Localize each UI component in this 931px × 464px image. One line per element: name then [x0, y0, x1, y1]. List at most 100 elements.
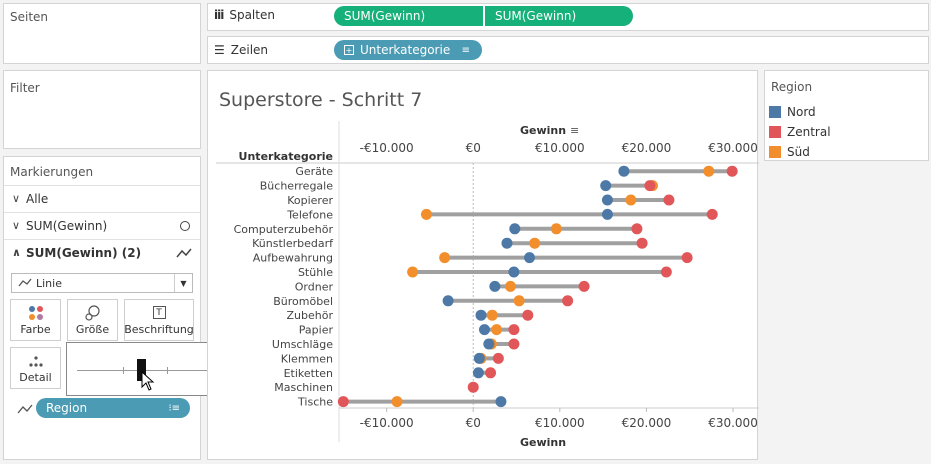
- marks-sum1-row[interactable]: ∨ SUM(Gewinn): [4, 212, 200, 238]
- legend-swatch: [769, 106, 781, 118]
- region-detail-pill[interactable]: Region ⁝≡: [36, 398, 190, 418]
- view-panel: Superstore - Schritt 7 Unterkategorie Ge…: [207, 70, 759, 460]
- category-label: Geräte: [295, 165, 333, 178]
- data-point-nord: [601, 208, 613, 220]
- category-label: Stühle: [298, 266, 333, 279]
- data-point-nord: [508, 266, 520, 278]
- rows-pill[interactable]: + Unterkategorie ≡: [334, 40, 482, 60]
- size-icon: [84, 305, 100, 321]
- data-point-süd: [513, 295, 525, 307]
- size-button[interactable]: Größe: [67, 299, 118, 341]
- x-axis-title-top: Gewinn: [520, 124, 566, 137]
- data-point-süd: [625, 194, 637, 206]
- data-point-süd: [486, 309, 498, 321]
- data-point-nord: [495, 396, 507, 408]
- row-header: Unterkategorie: [239, 150, 333, 163]
- x-tick-label-top: -€10.000: [360, 141, 414, 155]
- size-slider-track[interactable]: [77, 370, 255, 371]
- category-label: Umschläge: [272, 338, 333, 351]
- data-point-zentral: [522, 309, 534, 321]
- marks-sum2-row[interactable]: ∧ SUM(Gewinn) (2): [4, 239, 200, 265]
- legend-item-nord[interactable]: Nord: [769, 103, 816, 121]
- rows-icon: ☰: [214, 43, 225, 57]
- rows-shelf[interactable]: ☰ Zeilen: [207, 36, 929, 64]
- pages-panel[interactable]: Seiten: [3, 3, 201, 64]
- x-tick-label-top: €10.000: [535, 141, 585, 155]
- chevron-down-icon: ∨: [12, 192, 21, 205]
- marks-title: Markierungen: [10, 165, 94, 179]
- data-point-zentral: [492, 352, 504, 364]
- data-point-süd: [504, 280, 516, 292]
- slider-tick: [123, 367, 124, 374]
- mark-type-dropdown[interactable]: Linie ▼: [11, 273, 193, 293]
- marks-sum1-label: SUM(Gewinn): [26, 218, 108, 233]
- legend-swatch: [769, 146, 781, 158]
- x-tick-label-bottom: €30.000: [708, 416, 758, 430]
- category-label: Büromöbel: [273, 295, 333, 308]
- data-point-zentral: [681, 252, 693, 264]
- columns-pill-1[interactable]: SUM(Gewinn): [334, 6, 483, 26]
- marks-all-row[interactable]: ∨ Alle: [4, 185, 200, 211]
- data-point-nord: [472, 367, 484, 379]
- color-dots-icon: [28, 306, 43, 320]
- detail-button-label: Detail: [19, 371, 52, 384]
- size-button-label: Größe: [75, 323, 110, 336]
- data-point-süd: [391, 396, 403, 408]
- label-button-label: Beschriftung: [124, 323, 194, 336]
- data-point-zentral: [726, 165, 738, 177]
- chevron-up-icon: ∧: [12, 246, 21, 259]
- chart-title: Superstore - Schritt 7: [219, 89, 422, 111]
- data-point-süd: [420, 208, 432, 220]
- category-label: Bücherregale: [260, 180, 333, 193]
- data-point-zentral: [467, 381, 479, 393]
- line-mark-icon: [176, 248, 192, 257]
- filters-panel[interactable]: Filter: [3, 70, 201, 149]
- data-point-nord: [475, 309, 487, 321]
- sort-icon: ⁝≡: [168, 402, 180, 414]
- data-point-nord: [489, 280, 501, 292]
- line-icon: [18, 278, 32, 287]
- size-slider-handle[interactable]: [137, 359, 146, 381]
- data-point-nord: [509, 223, 521, 235]
- category-label: Computerzubehör: [234, 223, 334, 236]
- category-label: Künstlerbedarf: [252, 237, 334, 250]
- data-point-süd: [550, 223, 562, 235]
- label-button[interactable]: T Beschriftung: [124, 299, 194, 341]
- category-label: Papier: [299, 324, 334, 337]
- mouse-cursor-icon: [141, 371, 155, 391]
- data-point-nord: [478, 324, 490, 336]
- legend-swatch: [769, 126, 781, 138]
- slider-tick: [167, 367, 168, 374]
- detail-button[interactable]: Detail: [10, 347, 61, 389]
- legend-item-sued[interactable]: Süd: [769, 143, 810, 161]
- pages-title: Seiten: [10, 10, 49, 24]
- dropdown-arrow-icon: ▼: [174, 274, 192, 292]
- x-tick-label-top: €0: [466, 141, 481, 155]
- data-point-zentral: [485, 367, 497, 379]
- rows-shelf-label: ☰ Zeilen: [214, 43, 269, 57]
- mark-type-value: Linie: [36, 276, 62, 290]
- x-tick-label-bottom: €20.000: [622, 416, 672, 430]
- data-point-süd: [529, 237, 541, 249]
- legend-item-zentral[interactable]: Zentral: [769, 123, 831, 141]
- category-label: Ordner: [295, 280, 334, 293]
- sort-desc-icon: ≡: [461, 44, 470, 56]
- x-tick-label-bottom: €10.000: [535, 416, 585, 430]
- color-button-label: Farbe: [20, 323, 51, 336]
- columns-shelf-label: iii Spalten: [214, 8, 275, 22]
- data-point-nord: [600, 180, 612, 192]
- data-point-nord: [501, 237, 513, 249]
- data-point-süd: [439, 252, 451, 264]
- data-point-nord: [442, 295, 454, 307]
- region-legend: Region Nord Zentral Süd: [764, 70, 929, 161]
- filters-title: Filter: [10, 81, 40, 95]
- chevron-down-icon: ∨: [12, 219, 21, 232]
- color-button[interactable]: Farbe: [10, 299, 61, 341]
- data-point-zentral: [644, 180, 656, 192]
- x-tick-label-bottom: €0: [466, 416, 481, 430]
- columns-pill-2[interactable]: SUM(Gewinn): [485, 6, 633, 26]
- data-point-nord: [601, 194, 613, 206]
- data-point-nord: [483, 338, 495, 350]
- text-label-icon: T: [152, 306, 166, 319]
- category-label: Zubehör: [287, 309, 334, 322]
